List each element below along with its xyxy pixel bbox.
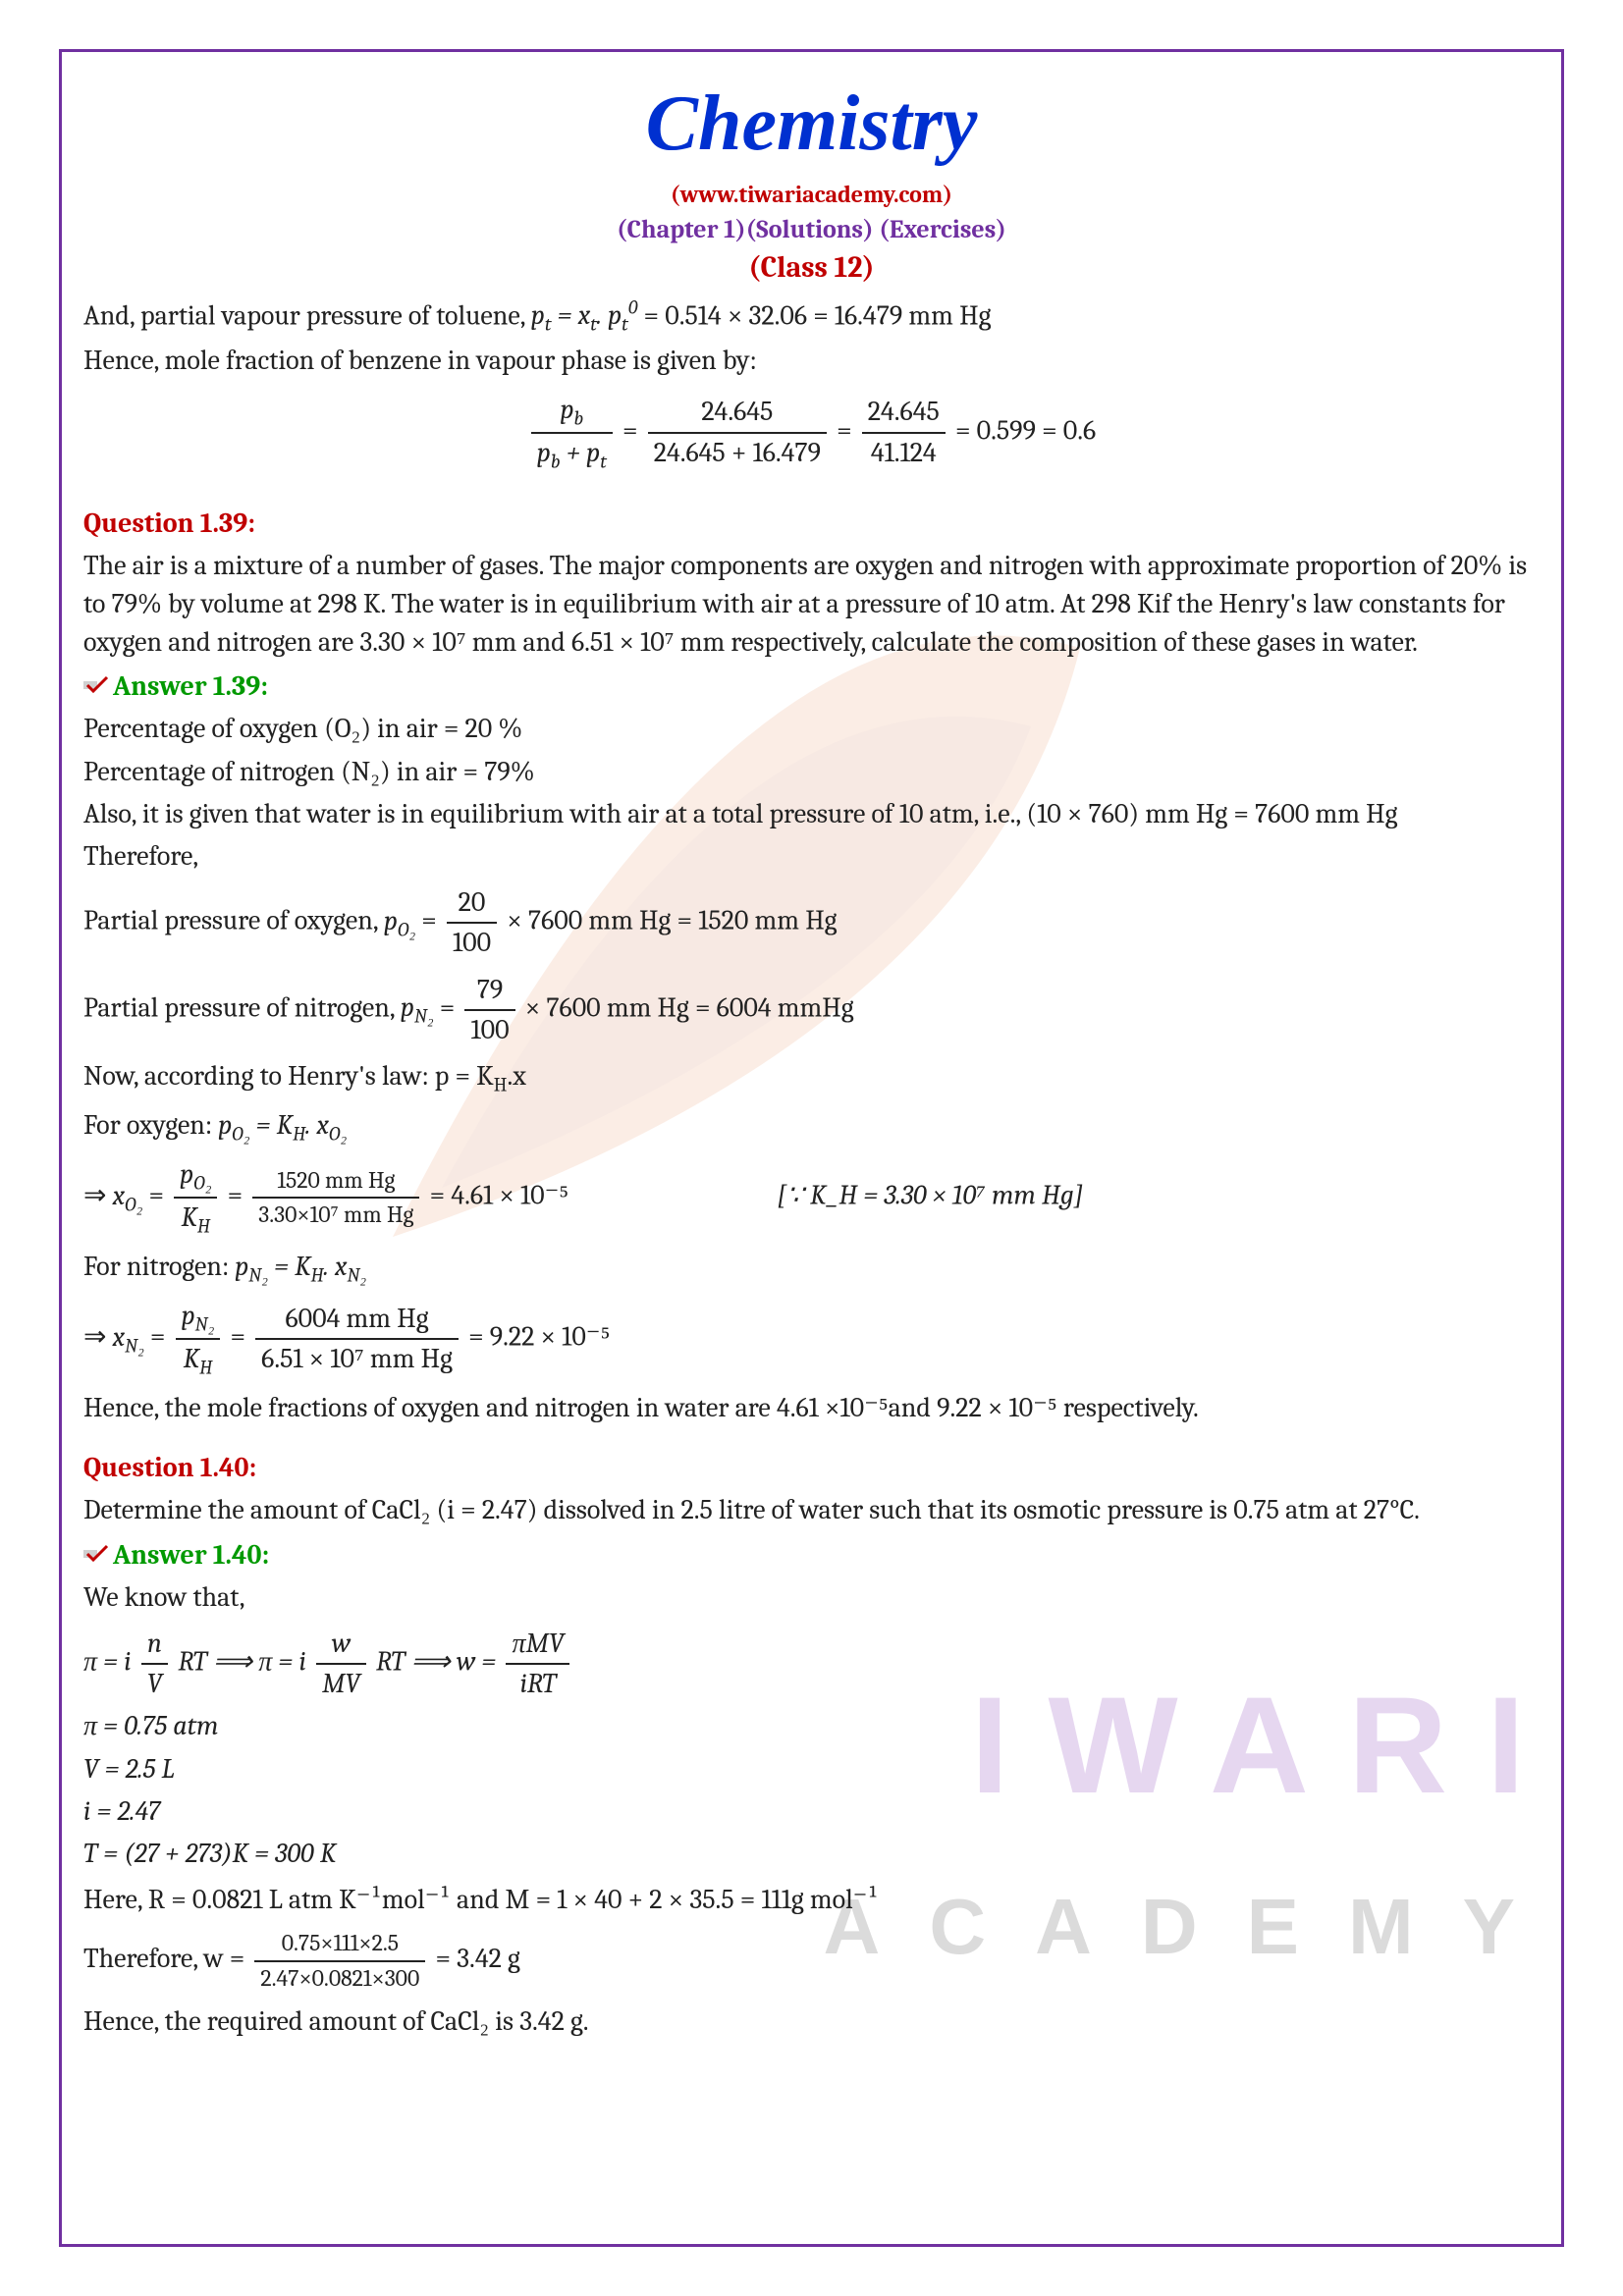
q40-a7: Here, R = 0.0821 L atm K⁻¹mol⁻¹ and M = … bbox=[83, 1881, 1540, 1919]
q40-a8-prefix: Therefore, w = bbox=[83, 1943, 250, 1974]
q39-a5-den: 100 bbox=[447, 924, 497, 962]
q40-eq1-f3d: iRT bbox=[506, 1665, 569, 1703]
answer-1-40-text: Answer 1.40: bbox=[113, 1539, 269, 1571]
q39-conclusion: Hence, the mole fractions of oxygen and … bbox=[83, 1389, 1540, 1427]
q39-a1: Percentage of oxygen (O₂) in air = 20 % bbox=[83, 710, 1540, 748]
q40-a8: Therefore, w = 0.75×111×2.52.47×0.0821×3… bbox=[83, 1927, 1540, 1995]
q39-a9-note: [∵ K_H = 3.30 × 10⁷ mm Hg] bbox=[778, 1180, 1084, 1211]
intro-text-1b: = 0.514 × 32.06 = 16.479 mm Hg bbox=[637, 299, 991, 331]
q39-a6: Partial pressure of nitrogen, pN₂ = 7910… bbox=[83, 971, 1540, 1049]
q39-a11: ⇒ xN₂ = pN₂KH = 6004 mm Hg6.51 × 10⁷ mm … bbox=[83, 1297, 1540, 1381]
q39-a5-num: 20 bbox=[447, 883, 497, 924]
website-line: (www.tiwariacademy.com) bbox=[83, 179, 1540, 212]
q39-a2: Percentage of nitrogen (N₂) in air = 79% bbox=[83, 753, 1540, 791]
q39-a7-text: Now, according to Henry's law: p = K bbox=[83, 1060, 494, 1092]
q39-a9: ⇒ xO₂ = pO₂KH = 1520 mm Hg3.30×10⁷ mm Hg… bbox=[83, 1155, 1540, 1240]
intro-equation: pbpb + pt = 24.64524.645 + 16.479 = 24.6… bbox=[83, 391, 1540, 475]
q39-a5: Partial pressure of oxygen, pO₂ = 20100 … bbox=[83, 883, 1540, 962]
q40-eq1-f1n: n bbox=[141, 1625, 168, 1665]
q39-a11-den: 6.51 × 10⁷ mm Hg bbox=[255, 1340, 459, 1378]
q40-eq1-c: RT ⟹ w = bbox=[376, 1646, 502, 1678]
q40-a3: π = 0.75 atm bbox=[83, 1707, 1540, 1745]
q39-a9-num: 1520 mm Hg bbox=[252, 1164, 419, 1199]
eq-result: = 0.599 = 0.6 bbox=[955, 414, 1096, 446]
question-1-40-text: Determine the amount of CaCl₂ (i = 2.47)… bbox=[83, 1491, 1540, 1529]
q39-a9-prefix: ⇒ bbox=[83, 1180, 113, 1211]
q39-a6-den: 100 bbox=[464, 1011, 514, 1049]
question-1-40-label: Question 1.40: bbox=[83, 1449, 1540, 1487]
q39-a10-text: For nitrogen: bbox=[83, 1251, 235, 1282]
answer-tick-icon bbox=[83, 667, 109, 687]
q40-eq1: π = i nV RT ⟹ π = i wMV RT ⟹ w = πMViRT bbox=[83, 1625, 1540, 1703]
eq-mid-num: 24.645 bbox=[648, 393, 827, 433]
answer-1-39-label: Answer 1.39: bbox=[83, 667, 1540, 706]
eq-rhs-den: 41.124 bbox=[862, 434, 946, 472]
q39-a3: Also, it is given that water is in equil… bbox=[83, 795, 1540, 833]
q39-a4: Therefore, bbox=[83, 837, 1540, 876]
answer-1-40-label: Answer 1.40: bbox=[83, 1536, 1540, 1575]
q40-conclusion: Hence, the required amount of CaCl₂ is 3… bbox=[83, 2002, 1540, 2041]
q40-a5: i = 2.47 bbox=[83, 1792, 1540, 1831]
q39-a6-suffix: × 7600 mm Hg = 6004 mmHg bbox=[525, 991, 854, 1023]
intro-line-2: Hence, mole fraction of benzene in vapou… bbox=[83, 342, 1540, 380]
q39-a7-suffix: .x bbox=[507, 1060, 525, 1092]
chapter-line: (Chapter 1)(Solutions) (Exercises) bbox=[83, 212, 1540, 247]
q39-a9-den: 3.30×10⁷ mm Hg bbox=[252, 1199, 419, 1231]
q39-a6-num: 79 bbox=[464, 971, 514, 1011]
intro-text-1a: And, partial vapour pressure of toluene, bbox=[83, 299, 531, 331]
class-line: (Class 12) bbox=[83, 247, 1540, 289]
q39-a10: For nitrogen: pN₂ = KH. xN₂ bbox=[83, 1248, 1540, 1289]
q39-a9-result: = 4.61 × 10⁻⁵ bbox=[430, 1180, 569, 1211]
q40-eq1-f2n: w bbox=[316, 1625, 366, 1665]
q40-a8-den: 2.47×0.0821×300 bbox=[254, 1962, 425, 1995]
q39-a8: For oxygen: pO₂ = KH. xO₂ bbox=[83, 1106, 1540, 1148]
q40-a8-suffix: = 3.42 g bbox=[435, 1943, 519, 1974]
eq-rhs-num: 24.645 bbox=[862, 393, 946, 433]
q39-a6-prefix: Partial pressure of nitrogen, bbox=[83, 991, 401, 1023]
q39-a8-text: For oxygen: bbox=[83, 1109, 218, 1141]
page-content: Chemistry (www.tiwariacademy.com) (Chapt… bbox=[83, 69, 1540, 2227]
q40-a4: V = 2.5 L bbox=[83, 1750, 1540, 1789]
q39-a5-prefix: Partial pressure of oxygen, bbox=[83, 905, 384, 936]
q40-eq1-f1d: V bbox=[141, 1665, 168, 1703]
q40-eq1-a: π = i bbox=[83, 1646, 132, 1678]
page-title: Chemistry bbox=[83, 69, 1540, 179]
q40-eq1-f3n: πMV bbox=[506, 1625, 569, 1665]
q39-a11-result: = 9.22 × 10⁻⁵ bbox=[468, 1321, 610, 1353]
q39-a11-num: 6004 mm Hg bbox=[255, 1300, 459, 1340]
q39-a5-suffix: × 7600 mm Hg = 1520 mm Hg bbox=[507, 905, 837, 936]
answer-1-39-text: Answer 1.39: bbox=[113, 670, 268, 702]
question-1-39-text: The air is a mixture of a number of gase… bbox=[83, 547, 1540, 663]
q40-eq1-b: RT ⟹ π = i bbox=[178, 1646, 305, 1678]
answer-tick-icon bbox=[83, 1536, 109, 1556]
question-1-39-label: Question 1.39: bbox=[83, 505, 1540, 543]
q39-a7: Now, according to Henry's law: p = KH.x bbox=[83, 1057, 1540, 1098]
q40-a8-num: 0.75×111×2.5 bbox=[254, 1927, 425, 1961]
eq-mid-den: 24.645 + 16.479 bbox=[648, 434, 827, 472]
q40-a1: We know that, bbox=[83, 1578, 1540, 1617]
q40-eq1-f2d: MV bbox=[316, 1665, 366, 1703]
q40-a6: T = (27 + 273)K = 300 K bbox=[83, 1835, 1540, 1873]
intro-line-1: And, partial vapour pressure of toluene,… bbox=[83, 294, 1540, 338]
